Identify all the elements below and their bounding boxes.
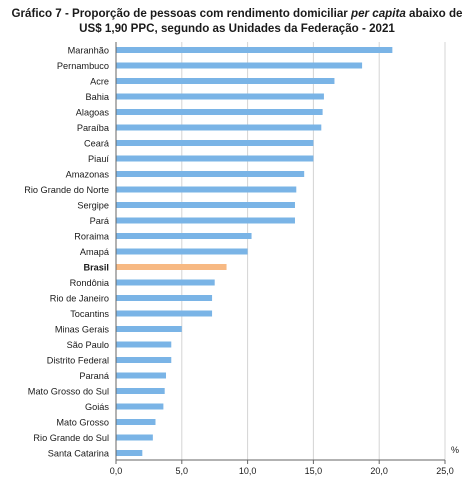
category-label: Santa Catarina: [48, 449, 110, 459]
title-italic: per capita: [351, 7, 406, 20]
category-label: Minas Gerais: [55, 325, 110, 335]
chart-title: Gráfico 7 - Proporção de pessoas com ren…: [0, 6, 474, 36]
x-tick-label: 5,0: [176, 466, 189, 476]
bar-bahia: [116, 93, 324, 100]
bar-mato-grosso-do-sul: [116, 388, 165, 394]
x-tick-label: 15,0: [305, 466, 323, 476]
category-label: Piauí: [88, 154, 109, 164]
category-label: Bahia: [86, 92, 110, 102]
category-label: Paraíba: [77, 123, 110, 133]
category-label: Pernambuco: [57, 61, 109, 71]
bar-sergipe: [116, 202, 295, 208]
category-labels: Maranhão Pernambuco Acre Bahia Alagoas Paraíb…: [24, 46, 110, 459]
bar-maranhão: [116, 47, 393, 53]
category-label: Tocantins: [70, 309, 109, 319]
bar-mato-grosso: [116, 419, 156, 425]
x-tick-label: 0,0: [110, 466, 123, 476]
x-tick-label: 20,0: [370, 466, 388, 476]
category-label: Maranhão: [68, 46, 109, 56]
category-label: Amazonas: [66, 170, 110, 180]
bar-amapá: [116, 248, 248, 255]
category-label: Goiás: [85, 402, 109, 412]
bar-paraná: [116, 372, 167, 379]
bar-santa-catarina: [116, 450, 143, 456]
category-label: Ceará: [84, 139, 110, 149]
category-label: Roraima: [74, 232, 110, 242]
category-label: Rio Grande do Norte: [24, 185, 109, 195]
bar-tocantins: [116, 310, 213, 317]
bar-amazonas: [116, 171, 305, 177]
category-label: Distrito Federal: [47, 356, 109, 366]
bar-roraima: [116, 233, 252, 239]
title-prefix: Gráfico 7 - Proporção de pessoas com ren…: [11, 7, 352, 20]
category-label: Rondônia: [70, 278, 110, 288]
category-label: São Paulo: [67, 340, 109, 350]
bar-alagoas: [116, 109, 323, 115]
chart-title-line1: Gráfico 7 - Proporção de pessoas com ren…: [0, 6, 474, 21]
bar-distrito-federal: [116, 357, 172, 363]
unit-label: %: [451, 445, 459, 455]
chart-title-line2: US$ 1,90 PPC, segundo as Unidades da Fed…: [79, 22, 395, 35]
category-label: Sergipe: [77, 201, 109, 211]
category-label: Paraná: [79, 371, 110, 381]
category-label: Pará: [90, 216, 110, 226]
category-label: Mato Grosso: [56, 418, 109, 428]
x-tick-label: 25,0: [436, 466, 454, 476]
bar-pernambuco: [116, 62, 363, 69]
category-label: Rio Grande do Sul: [33, 433, 109, 443]
category-label: Rio de Janeiro: [50, 294, 109, 304]
bar-paraíba: [116, 124, 322, 131]
bars: [116, 47, 393, 456]
bar-minas-gerais: [116, 326, 182, 332]
bar-rio-de-janeiro: [116, 295, 213, 301]
x-axis: 0,0 5,0 10,0 15,0 20,0 25,0%: [110, 42, 459, 476]
category-label: Brasil: [83, 263, 109, 273]
bar-ceará: [116, 140, 314, 146]
bar-rio-grande-do-norte: [116, 186, 297, 193]
title-suffix: abaixo de: [405, 7, 463, 20]
bar-goiás: [116, 403, 164, 410]
bar-rondônia: [116, 279, 215, 286]
bar-piauí: [116, 155, 314, 162]
category-label: Mato Grosso do Sul: [28, 387, 109, 397]
x-tick-label: 10,0: [239, 466, 257, 476]
category-label: Acre: [90, 77, 109, 87]
category-label: Amapá: [80, 247, 110, 257]
category-label: Alagoas: [76, 108, 110, 118]
bar-são-paulo: [116, 341, 172, 348]
bar-acre: [116, 78, 335, 84]
bar-rio-grande-do-sul: [116, 434, 153, 441]
bar-pará: [116, 217, 295, 224]
bar-brasil: [116, 264, 227, 270]
